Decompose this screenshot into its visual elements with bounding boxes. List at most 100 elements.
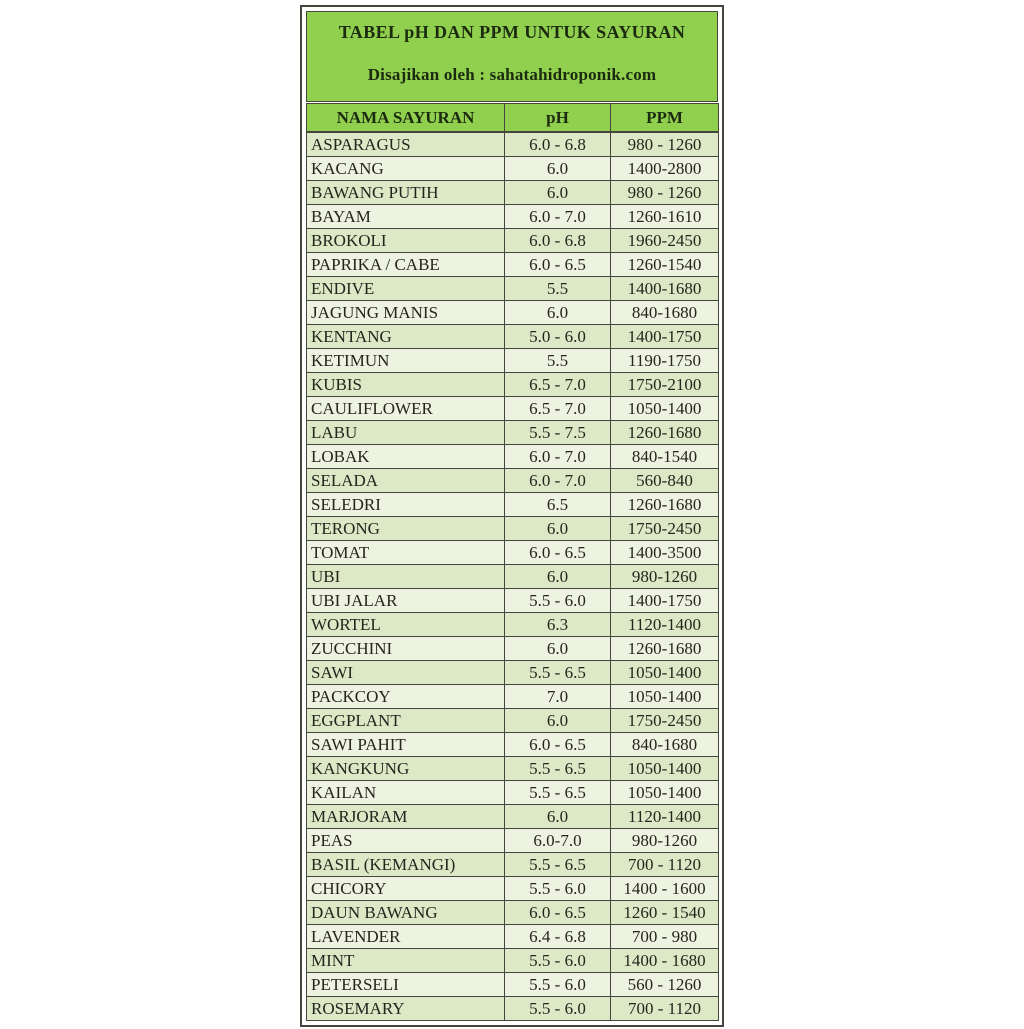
ph-cell: 6.0 - 6.5 <box>504 540 611 565</box>
table-title-block: TABEL pH DAN PPM UNTUK SAYURAN Disajikan… <box>306 11 718 102</box>
vegetable-name-cell: MINT <box>306 948 505 973</box>
ppm-cell: 1750-2100 <box>610 372 719 397</box>
table-row: MINT 5.5 - 6.0 1400 - 1680 <box>306 948 719 973</box>
ph-cell: 5.5 - 7.5 <box>504 420 611 445</box>
table-row: SAWI PAHIT 6.0 - 6.5 840-1680 <box>306 732 719 757</box>
vegetable-name-cell: PETERSELI <box>306 972 505 997</box>
vegetable-name-cell: KUBIS <box>306 372 505 397</box>
ppm-cell: 700 - 1120 <box>610 852 719 877</box>
vegetable-name-cell: TOMAT <box>306 540 505 565</box>
vegetable-name-cell: SAWI PAHIT <box>306 732 505 757</box>
vegetable-name-cell: LABU <box>306 420 505 445</box>
ph-cell: 6.0 - 6.8 <box>504 131 611 157</box>
ppm-cell: 1400-2800 <box>610 156 719 181</box>
table-row: CHICORY 5.5 - 6.0 1400 - 1600 <box>306 876 719 901</box>
table-header-row: NAMA SAYURAN pH PPM <box>306 103 719 133</box>
column-header-nama-sayuran: NAMA SAYURAN <box>306 103 505 133</box>
ph-cell: 6.0 <box>504 564 611 589</box>
ph-cell: 6.0 <box>504 804 611 829</box>
ph-cell: 5.5 - 6.5 <box>504 756 611 781</box>
ph-cell: 5.0 - 6.0 <box>504 324 611 349</box>
ph-ppm-table-frame: TABEL pH DAN PPM UNTUK SAYURAN Disajikan… <box>300 5 724 1027</box>
vegetable-name-cell: CAULIFLOWER <box>306 396 505 421</box>
table-row: UBI JALAR 5.5 - 6.0 1400-1750 <box>306 588 719 613</box>
vegetable-name-cell: KAILAN <box>306 780 505 805</box>
table-row: LAVENDER 6.4 - 6.8 700 - 980 <box>306 924 719 949</box>
vegetable-name-cell: UBI <box>306 564 505 589</box>
ppm-cell: 700 - 1120 <box>610 996 719 1021</box>
vegetable-name-cell: SAWI <box>306 660 505 685</box>
ppm-cell: 1260-1540 <box>610 252 719 277</box>
table-row: ENDIVE 5.5 1400-1680 <box>306 276 719 301</box>
ph-cell: 6.5 <box>504 492 611 517</box>
ppm-cell: 1260-1610 <box>610 204 719 229</box>
table-row: KUBIS 6.5 - 7.0 1750-2100 <box>306 372 719 397</box>
table-row: PAPRIKA / CABE 6.0 - 6.5 1260-1540 <box>306 252 719 277</box>
vegetable-name-cell: KACANG <box>306 156 505 181</box>
ppm-cell: 1120-1400 <box>610 612 719 637</box>
table-row: SELEDRI 6.5 1260-1680 <box>306 492 719 517</box>
ppm-cell: 1050-1400 <box>610 660 719 685</box>
table-row: PETERSELI 5.5 - 6.0 560 - 1260 <box>306 972 719 997</box>
table-row: DAUN BAWANG 6.0 - 6.5 1260 - 1540 <box>306 900 719 925</box>
table-row: TOMAT 6.0 - 6.5 1400-3500 <box>306 540 719 565</box>
table-row: SELADA 6.0 - 7.0 560-840 <box>306 468 719 493</box>
table-row: EGGPLANT 6.0 1750-2450 <box>306 708 719 733</box>
ph-cell: 6.0 - 7.0 <box>504 444 611 469</box>
vegetable-name-cell: KENTANG <box>306 324 505 349</box>
vegetable-ph-ppm-table: NAMA SAYURAN pH PPM ASPARAGUS 6.0 - 6.8 98… <box>306 103 719 1021</box>
table-body: ASPARAGUS 6.0 - 6.8 980 - 1260 KACANG 6.0 140… <box>306 131 719 1021</box>
table-subtitle: Disajikan oleh : sahatahidroponik.com <box>367 65 657 84</box>
vegetable-name-cell: BAWANG PUTIH <box>306 180 505 205</box>
ppm-cell: 1400-1750 <box>610 588 719 613</box>
ph-cell: 7.0 <box>504 684 611 709</box>
table-row: BASIL (KEMANGI) 5.5 - 6.5 700 - 1120 <box>306 852 719 877</box>
vegetable-name-cell: DAUN BAWANG <box>306 900 505 925</box>
ppm-cell: 700 - 980 <box>610 924 719 949</box>
ppm-cell: 1400 - 1600 <box>610 876 719 901</box>
ppm-cell: 1260 - 1540 <box>610 900 719 925</box>
ph-cell: 6.0 <box>504 516 611 541</box>
vegetable-name-cell: BROKOLI <box>306 228 505 253</box>
ppm-cell: 1120-1400 <box>610 804 719 829</box>
ppm-cell: 980-1260 <box>610 564 719 589</box>
ph-cell: 6.5 - 7.0 <box>504 396 611 421</box>
ppm-cell: 1050-1400 <box>610 684 719 709</box>
vegetable-name-cell: ASPARAGUS <box>306 131 505 157</box>
ppm-cell: 1190-1750 <box>610 348 719 373</box>
table-title: TABEL pH DAN PPM UNTUK SAYURAN <box>338 22 686 42</box>
vegetable-name-cell: KANGKUNG <box>306 756 505 781</box>
ppm-cell: 1400-1750 <box>610 324 719 349</box>
ppm-cell: 980 - 1260 <box>610 131 719 157</box>
ppm-cell: 1050-1400 <box>610 780 719 805</box>
vegetable-name-cell: PACKCOY <box>306 684 505 709</box>
ph-cell: 6.4 - 6.8 <box>504 924 611 949</box>
table-row: BROKOLI 6.0 - 6.8 1960-2450 <box>306 228 719 253</box>
table-row: CAULIFLOWER 6.5 - 7.0 1050-1400 <box>306 396 719 421</box>
table-row: JAGUNG MANIS 6.0 840-1680 <box>306 300 719 325</box>
ppm-cell: 840-1540 <box>610 444 719 469</box>
ppm-cell: 1400 - 1680 <box>610 948 719 973</box>
ppm-cell: 560-840 <box>610 468 719 493</box>
vegetable-name-cell: ENDIVE <box>306 276 505 301</box>
ppm-cell: 1260-1680 <box>610 420 719 445</box>
ph-cell: 6.0 - 6.5 <box>504 732 611 757</box>
table-row: ZUCCHINI 6.0 1260-1680 <box>306 636 719 661</box>
vegetable-name-cell: UBI JALAR <box>306 588 505 613</box>
ph-cell: 5.5 <box>504 348 611 373</box>
table-row: BAYAM 6.0 - 7.0 1260-1610 <box>306 204 719 229</box>
ppm-cell: 1400-1680 <box>610 276 719 301</box>
ph-cell: 6.0 - 7.0 <box>504 204 611 229</box>
vegetable-name-cell: ZUCCHINI <box>306 636 505 661</box>
vegetable-name-cell: MARJORAM <box>306 804 505 829</box>
vegetable-name-cell: WORTEL <box>306 612 505 637</box>
ph-cell: 5.5 - 6.5 <box>504 852 611 877</box>
ph-cell: 5.5 - 6.0 <box>504 948 611 973</box>
vegetable-name-cell: PAPRIKA / CABE <box>306 252 505 277</box>
ppm-cell: 980 - 1260 <box>610 180 719 205</box>
ppm-cell: 1260-1680 <box>610 636 719 661</box>
ppm-cell: 1960-2450 <box>610 228 719 253</box>
vegetable-name-cell: ROSEMARY <box>306 996 505 1021</box>
ph-cell: 6.0 <box>504 300 611 325</box>
ph-cell: 6.0 <box>504 180 611 205</box>
